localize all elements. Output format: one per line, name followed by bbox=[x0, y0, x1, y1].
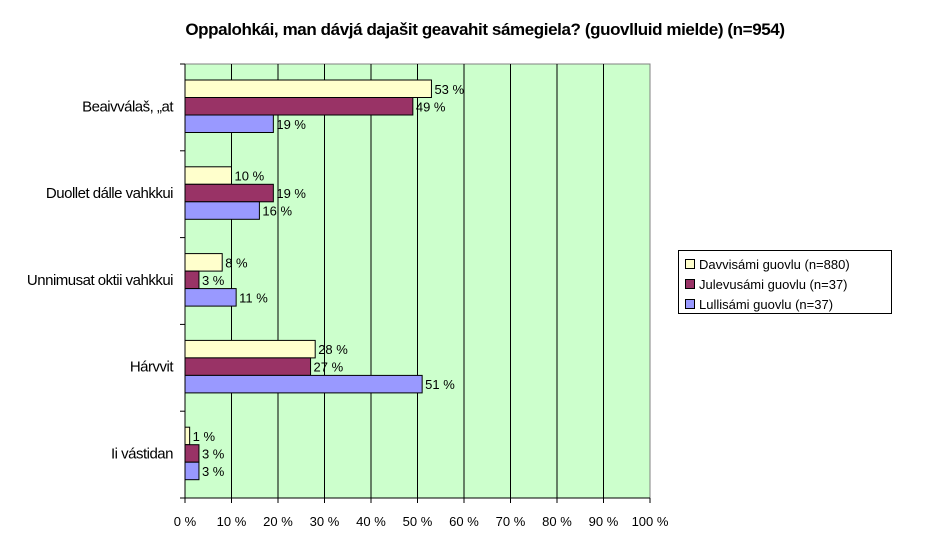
data-label: 49 % bbox=[416, 99, 446, 114]
category-label: Unnimusat oktii vahkkui bbox=[27, 272, 173, 289]
bar bbox=[184, 79, 432, 98]
bar bbox=[184, 97, 414, 116]
data-label: 51 % bbox=[425, 377, 455, 392]
bar bbox=[184, 426, 191, 446]
legend-swatch-0 bbox=[685, 259, 695, 269]
bar bbox=[184, 201, 260, 220]
x-tick-label: 60 % bbox=[449, 514, 479, 529]
x-tick-label: 0 % bbox=[174, 514, 197, 529]
legend: Davvisámi guovlu (n=880) Julevusámi guov… bbox=[678, 250, 892, 314]
bar bbox=[184, 114, 274, 133]
x-tick-label: 80 % bbox=[542, 514, 572, 529]
data-label: 3 % bbox=[202, 464, 225, 479]
legend-entry: Julevusámi guovlu (n=37) bbox=[685, 274, 891, 294]
bar bbox=[184, 253, 223, 272]
category-label: Duollet dálle vahkkui bbox=[46, 185, 173, 202]
data-label: 53 % bbox=[434, 82, 464, 97]
bar bbox=[184, 166, 232, 185]
bar bbox=[184, 339, 316, 359]
legend-swatch-2 bbox=[685, 299, 695, 309]
legend-entry: Davvisámi guovlu (n=880) bbox=[685, 254, 891, 274]
data-label: 19 % bbox=[276, 117, 306, 132]
legend-label: Davvisámi guovlu (n=880) bbox=[699, 256, 850, 272]
data-label: 8 % bbox=[225, 255, 248, 270]
x-tick-label: 40 % bbox=[356, 514, 386, 529]
x-tick-label: 90 % bbox=[589, 514, 619, 529]
data-label: 1 % bbox=[193, 429, 216, 444]
bar bbox=[184, 444, 200, 463]
data-label: 27 % bbox=[314, 360, 344, 375]
legend-label: Lullisámi guovlu (n=37) bbox=[699, 296, 834, 312]
data-label: 3 % bbox=[202, 446, 225, 461]
bar bbox=[184, 357, 312, 376]
x-tick-label: 100 % bbox=[632, 514, 669, 529]
legend-entry: Lullisámi guovlu (n=37) bbox=[685, 294, 891, 314]
bar bbox=[184, 183, 274, 203]
x-tick-label: 30 % bbox=[310, 514, 340, 529]
category-label: Ii vástidan bbox=[111, 445, 173, 462]
data-label: 10 % bbox=[235, 169, 265, 184]
bar bbox=[184, 270, 200, 290]
category-label: Hárvvit bbox=[130, 359, 175, 376]
chart-title: Oppalohkái, man dávjá dajašit geavahit s… bbox=[185, 20, 785, 39]
legend-label: Julevusámi guovlu (n=37) bbox=[699, 276, 848, 292]
x-tick-label: 50 % bbox=[403, 514, 433, 529]
bar bbox=[184, 374, 423, 394]
data-label: 11 % bbox=[239, 290, 268, 305]
x-tick-label: 20 % bbox=[263, 514, 293, 529]
category-label: Beaivválaš, „at bbox=[82, 98, 174, 115]
legend-swatch-1 bbox=[685, 279, 695, 289]
data-label: 3 % bbox=[202, 273, 225, 288]
x-tick-label: 10 % bbox=[217, 514, 247, 529]
data-label: 19 % bbox=[276, 186, 306, 201]
bar bbox=[184, 461, 200, 481]
data-label: 16 % bbox=[262, 204, 292, 219]
bar bbox=[184, 288, 237, 307]
x-tick-label: 70 % bbox=[496, 514, 526, 529]
data-label: 28 % bbox=[318, 342, 348, 357]
